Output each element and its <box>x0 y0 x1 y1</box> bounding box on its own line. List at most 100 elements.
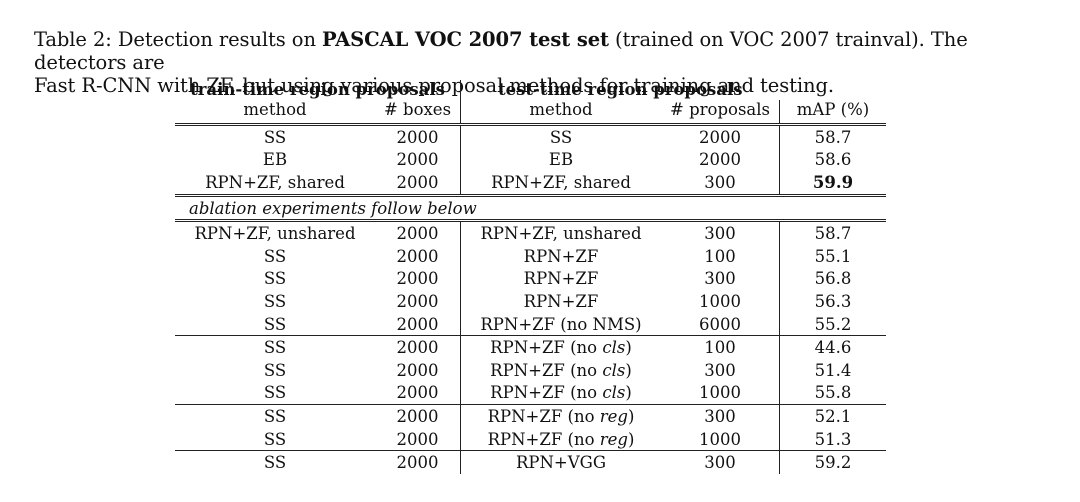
map-cell: 51.3 <box>814 429 852 449</box>
test-method-close: ) <box>627 406 635 426</box>
test-method-suffix: (no <box>562 429 600 449</box>
test-method-suffix: (no <box>564 360 603 380</box>
test-method-cell: RPN+VGG <box>460 450 661 474</box>
test-method-cell: RPN+ZF (no reg) <box>460 404 661 428</box>
caption-rest: (trained on VOC 2007 trainval). The dete… <box>34 28 968 74</box>
table-row: SS 2000 RPN+ZF 100 55.1 <box>175 244 886 268</box>
test-method-text: RPN+ZF, unshared <box>480 224 642 244</box>
test-method-cell: SS <box>461 125 662 149</box>
group-header-test: test-time region proposals <box>497 80 743 99</box>
test-method-ablated-part: cls <box>602 338 626 358</box>
test-method-text: RPN+ZF <box>523 246 599 266</box>
test-method-text: RPN+ZF <box>487 406 563 426</box>
test-method-text: RPN+ZF, shared <box>491 172 631 192</box>
boxes-cell: 2000 <box>375 171 461 196</box>
boxes-cell: 2000 <box>375 219 461 245</box>
boxes-cell: 2000 <box>375 124 461 149</box>
table-row: SS 2000 RPN+ZF (no cls) 1000 55.8 <box>175 381 886 405</box>
boxes-cell: 2000 <box>375 427 461 451</box>
table-row: SS 2000 RPN+ZF (no cls) 100 44.6 <box>175 335 886 359</box>
test-method-suffix: (no <box>564 383 603 403</box>
test-method-text: SS <box>549 127 573 147</box>
caption-label: Table 2: Detection results on <box>34 28 322 51</box>
proposals-cell: 300 <box>661 219 780 245</box>
test-method-text: EB <box>548 150 574 170</box>
test-method-ablated-part: cls <box>602 383 626 403</box>
map-cell: 58.6 <box>814 150 852 170</box>
proposals-cell: 6000 <box>661 312 780 336</box>
test-method-suffix: (no <box>564 338 603 358</box>
col-header-proposals: # proposals <box>661 100 780 126</box>
proposals-cell: 300 <box>661 404 780 428</box>
boxes-cell: 2000 <box>375 450 461 474</box>
test-method-cell: RPN+ZF (no cls) <box>461 382 662 405</box>
table-row: SS 2000 RPN+ZF (no reg) 300 52.1 <box>175 404 886 428</box>
test-method-ablated-part: reg <box>599 429 628 449</box>
boxes-cell: 2000 <box>375 267 461 291</box>
map-cell: 56.3 <box>814 291 852 311</box>
test-method-text: RPN+ZF <box>490 383 565 403</box>
map-cell: 51.4 <box>814 360 852 380</box>
test-method-cell: RPN+ZF, shared <box>461 171 662 195</box>
proposals-cell: 300 <box>661 450 780 474</box>
table-row: RPN+ZF, shared 2000 RPN+ZF, shared 300 59.9 <box>175 171 886 196</box>
test-method-text: RPN+ZF <box>490 338 565 358</box>
table-row: SS 2000 RPN+VGG 300 59.2 <box>175 450 886 474</box>
test-method-cell: RPN+ZF (no cls) <box>461 359 662 382</box>
train-method-cell: SS <box>175 335 375 359</box>
test-method-text: RPN+ZF <box>523 269 599 289</box>
test-method-close: ) <box>625 383 632 403</box>
boxes-cell: 2000 <box>375 335 461 359</box>
train-method-cell: SS <box>263 291 287 311</box>
test-method-cell: RPN+ZF <box>461 268 662 291</box>
proposals-cell: 300 <box>661 267 780 291</box>
boxes-cell: 2000 <box>375 244 461 268</box>
col-header-boxes: # boxes <box>375 100 461 126</box>
test-method-close: ) <box>625 338 632 358</box>
results-table: train-time region proposals test-time re… <box>175 80 886 474</box>
ablation-note-row: ablation experiments follow below <box>175 193 886 221</box>
test-method-cell: RPN+ZF (no NMS) <box>461 313 662 336</box>
table-row: SS 2000 RPN+ZF (no reg) 1000 51.3 <box>175 427 886 451</box>
map-cell: 55.2 <box>814 314 852 334</box>
proposals-cell: 100 <box>661 335 780 359</box>
test-method-suffix: (no <box>562 406 600 426</box>
proposals-cell: 100 <box>661 244 780 268</box>
table-row: SS 2000 RPN+ZF (no NMS) 6000 55.2 <box>175 312 886 336</box>
train-method-cell: SS <box>263 127 287 147</box>
map-cell: 58.7 <box>814 127 852 147</box>
train-method-cell: SS <box>263 269 287 289</box>
test-method-text: RPN+ZF <box>490 360 565 380</box>
test-method-text: RPN+VGG <box>515 453 607 473</box>
group-header-empty <box>780 80 887 100</box>
map-cell: 44.6 <box>779 335 886 359</box>
test-method-ablated-part: reg <box>599 406 628 426</box>
map-cell: 55.8 <box>814 383 852 403</box>
boxes-cell: 2000 <box>375 358 461 382</box>
train-method-cell: RPN+ZF, shared <box>205 172 345 192</box>
group-header-row: train-time region proposals test-time re… <box>175 80 886 100</box>
train-method-cell: SS <box>175 404 375 428</box>
ablation-note: ablation experiments follow below <box>175 193 886 221</box>
test-method-text: RPN+ZF (no NMS) <box>480 314 642 334</box>
caption-dataset: PASCAL VOC 2007 test set <box>322 28 609 51</box>
proposals-cell: 2000 <box>661 148 780 172</box>
test-method-cell: RPN+ZF (no cls) <box>460 335 661 359</box>
map-cell: 58.7 <box>779 219 886 245</box>
test-method-cell: RPN+ZF (no reg) <box>461 428 662 451</box>
test-method-close: ) <box>625 360 632 380</box>
table-row: SS 2000 RPN+ZF (no cls) 300 51.4 <box>175 358 886 382</box>
proposals-cell: 300 <box>661 171 780 196</box>
test-method-cell: RPN+ZF <box>461 245 662 268</box>
train-method-cell: RPN+ZF, unshared <box>175 219 375 245</box>
col-header-map: mAP (%) <box>779 100 886 126</box>
boxes-cell: 2000 <box>375 148 461 172</box>
group-header-train: train-time region proposals <box>175 80 461 100</box>
boxes-cell: 2000 <box>375 381 461 405</box>
table-row: SS 2000 SS 2000 58.7 <box>175 124 886 149</box>
train-method-cell: SS <box>263 383 287 403</box>
table-row: EB 2000 EB 2000 58.6 <box>175 148 886 172</box>
boxes-cell: 2000 <box>375 404 461 428</box>
col-header-test-method: method <box>460 100 661 126</box>
test-method-text: RPN+ZF <box>487 429 563 449</box>
